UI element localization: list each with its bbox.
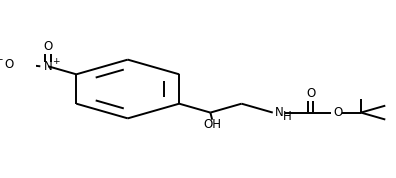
Text: O: O xyxy=(44,40,53,53)
Text: N: N xyxy=(274,106,283,119)
Text: H: H xyxy=(282,110,291,123)
Text: O: O xyxy=(4,58,13,71)
Text: +: + xyxy=(52,57,60,66)
Text: OH: OH xyxy=(203,118,221,131)
Text: O: O xyxy=(306,87,315,100)
Text: N: N xyxy=(44,60,53,73)
Text: −: − xyxy=(0,55,3,65)
Text: O: O xyxy=(333,106,342,119)
